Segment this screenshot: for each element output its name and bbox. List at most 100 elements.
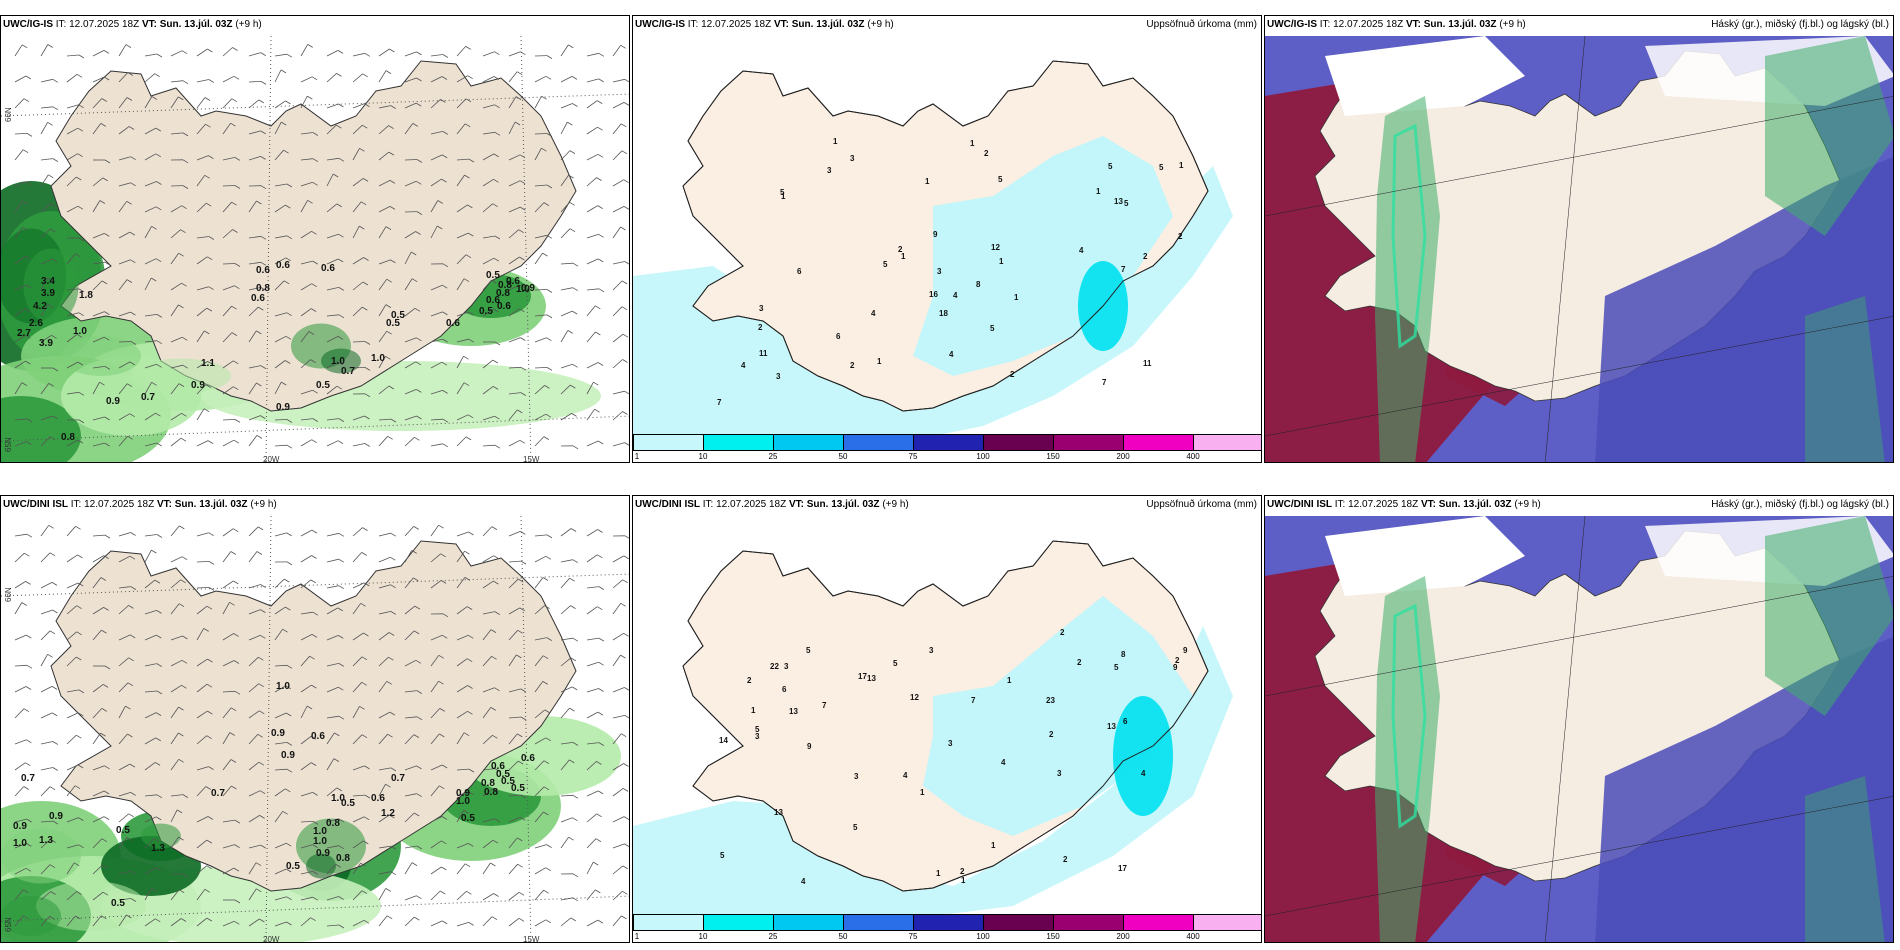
wind-value-label: 0.6 [446,318,460,329]
wind-barb-flag [338,103,344,108]
precip-value-label: 3 [1057,769,1062,778]
wind-barb-flag [464,577,471,581]
wind-barb [92,864,103,875]
wind-barb-flag [151,225,157,230]
wind-barb-flag [283,149,289,154]
wind-barb-flag [286,53,293,58]
wind-map-svg: 1.00.9 0.60.90.70.90.91.0 1.30.51.30.51.01… [1,515,629,942]
wind-barb [92,838,103,849]
wind-barb [248,918,260,927]
wind-barb [144,73,155,83]
wind-barb-flag [467,685,473,689]
wind-barb-flag [103,607,109,611]
wind-barb [248,365,261,369]
wind-barb-flag [492,203,498,208]
wind-barb [196,587,210,589]
wind-value-label: 1.3 [151,843,165,854]
wind-barb [144,663,157,667]
wind-barb-flag [258,99,265,104]
wind-barb-flag [76,333,83,338]
wind-barb [404,765,417,771]
wind-barb-flag [466,658,473,663]
wind-barb-flag [622,333,629,338]
wind-barb-flag [260,609,266,613]
precip-value-label: 2 [1063,855,1068,864]
wind-barb-flag [545,919,552,924]
wind-barb [612,763,624,771]
wind-barb-flag [309,655,315,660]
colorbar-tick: 100 [976,452,990,461]
wind-barb-flag [102,684,109,688]
wind-barb [248,330,257,343]
wind-barb-flag [337,440,344,445]
wind-barb [144,534,157,537]
wind-barb-flag [23,786,30,790]
wind-barb [40,712,53,719]
wind-barb-flag [125,44,132,48]
wind-barb-flag [463,810,469,814]
wind-barb-flag [597,205,603,209]
wind-barb-flag [467,710,473,715]
wind-barb [482,104,495,109]
wind-barb [586,711,599,719]
wind-barb-flag [155,258,162,263]
wind-barb [612,442,625,447]
wind-barb-flag [206,307,213,312]
wind-barb [40,609,53,615]
wind-barb [534,605,545,615]
wind-barb [586,78,599,83]
wind-barb [456,658,468,667]
colorbar-swatch [983,434,1054,451]
wind-barb [482,656,492,667]
wind-barb-flag [283,280,290,285]
wind-barb [482,707,492,719]
wind-barb [326,607,338,615]
wind-barb-flag [127,682,134,687]
iceland-land [50,540,577,892]
wind-barb-flag [208,286,214,291]
wind-barb-flag [465,98,472,103]
wind-barb-flag [285,685,292,690]
wind-barb [326,203,338,213]
precip-value-label: 8 [1121,650,1126,659]
wind-barb-flag [207,256,213,261]
wind-barb-flag [568,836,574,841]
wind-barb [508,392,521,395]
wind-barb [222,707,232,719]
wind-barb-flag [126,383,133,388]
low-cloud-contour [1391,603,1427,829]
wind-barb [40,78,53,83]
precip-value-label: 1 [920,788,925,797]
wind-barb-flag [285,868,292,873]
wind-barb [508,409,518,421]
wind-barb-flag [49,864,56,869]
wind-barb-flag [494,341,501,346]
wind-barb [326,418,339,421]
wind-barb-flag [258,656,264,661]
wind-barb-flag [572,445,579,450]
wind-barb-flag [416,793,423,798]
wind-barb [612,555,624,563]
wind-value-label: 0.5 [341,798,355,809]
wind-barb-flag [441,154,448,159]
wind-barb [118,634,131,641]
wind-barb-flag [179,525,185,530]
wind-barb-flag [494,104,500,109]
wind-value-label: 1.0 [276,681,290,692]
wind-barb [274,100,286,109]
wind-barb-flag [23,708,30,713]
wind-barb [118,837,128,849]
wind-barb-flag [26,739,32,744]
wind-barb-flag [572,103,578,107]
wind-barb [14,75,27,83]
wind-value-label: 0.8 [498,280,512,291]
precip-blob [141,823,181,849]
wind-value-label: 0.5 [316,380,330,391]
wind-barb-flag [99,381,105,386]
wind-barb [40,415,53,421]
wind-barb-flag [78,104,84,109]
precip-value-label: 5 [883,260,888,269]
wind-barb-flag [441,816,448,820]
wind-barb [170,556,183,563]
wind-barb [430,99,441,109]
